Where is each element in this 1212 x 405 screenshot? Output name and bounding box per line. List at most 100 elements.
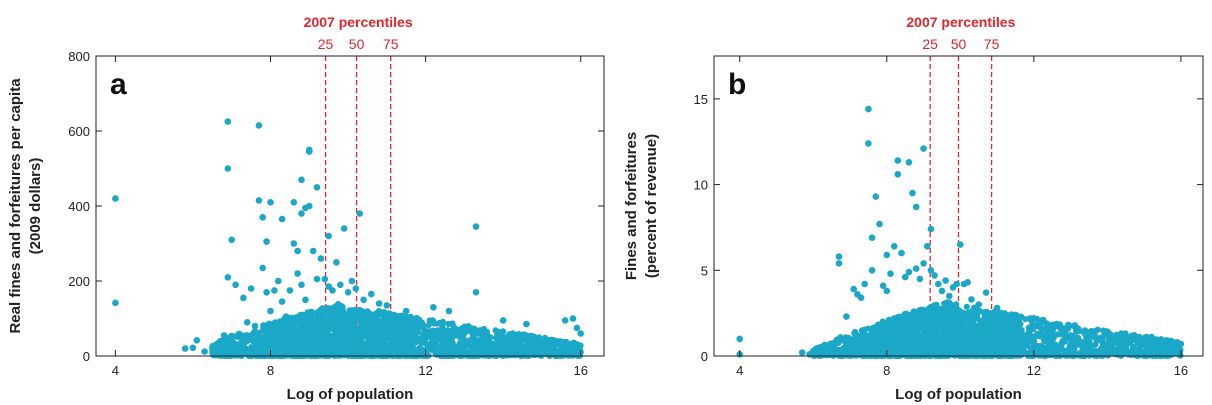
dense-point bbox=[435, 330, 442, 337]
dense-point bbox=[529, 336, 536, 343]
dense-point bbox=[381, 316, 388, 323]
scatter-point bbox=[189, 344, 197, 352]
dense-point bbox=[858, 327, 866, 334]
dense-point bbox=[506, 348, 513, 355]
dense-point bbox=[322, 305, 329, 312]
dense-point bbox=[379, 327, 386, 334]
scatter-point bbox=[255, 122, 263, 129]
dense-point bbox=[476, 346, 483, 353]
y-tick-label: 800 bbox=[68, 49, 90, 64]
dense-point bbox=[525, 341, 532, 348]
dense-point bbox=[439, 319, 446, 327]
dense-point bbox=[330, 342, 337, 349]
scatter-point bbox=[333, 259, 340, 266]
dense-point bbox=[236, 341, 243, 348]
dense-point bbox=[1112, 338, 1119, 345]
dense-point bbox=[932, 311, 939, 318]
dense-point bbox=[436, 345, 443, 352]
dense-point bbox=[451, 326, 458, 333]
panel-a-x-axis-title: Log of population bbox=[287, 386, 414, 403]
scatter-point bbox=[263, 238, 270, 245]
dense-point bbox=[375, 308, 383, 315]
dense-point bbox=[833, 346, 841, 353]
dense-point bbox=[366, 312, 373, 319]
percentile-label-25: 25 bbox=[318, 36, 334, 52]
dense-point bbox=[1092, 341, 1099, 348]
dense-point bbox=[538, 352, 545, 359]
dense-point bbox=[515, 331, 523, 338]
dense-point bbox=[365, 338, 372, 345]
scatter-point bbox=[271, 287, 278, 294]
dense-point bbox=[419, 333, 426, 340]
scatter-point bbox=[329, 287, 336, 294]
dense-point bbox=[963, 303, 970, 310]
dense-point bbox=[249, 330, 257, 337]
dense-point bbox=[1048, 327, 1055, 334]
dense-point bbox=[314, 332, 321, 339]
scatter-point bbox=[267, 199, 274, 206]
dense-point bbox=[500, 340, 507, 347]
dense-point bbox=[449, 320, 456, 327]
dense-point bbox=[346, 341, 353, 349]
scatter-point bbox=[360, 296, 367, 304]
scatter-point bbox=[569, 315, 577, 322]
scatter-point bbox=[220, 332, 228, 339]
dense-point bbox=[418, 323, 425, 330]
dense-point bbox=[1084, 330, 1091, 337]
scatter-point bbox=[348, 277, 356, 285]
scatter-point bbox=[224, 118, 232, 125]
y-tick-label: 200 bbox=[68, 274, 90, 289]
dense-point bbox=[298, 337, 305, 344]
dense-point bbox=[348, 318, 355, 325]
dense-point bbox=[319, 317, 326, 324]
scatter-point bbox=[224, 274, 232, 281]
dense-point bbox=[338, 346, 346, 353]
scatter-point bbox=[430, 304, 437, 311]
dense-point bbox=[285, 326, 293, 333]
dense-point bbox=[260, 340, 268, 347]
dense-point bbox=[351, 335, 358, 342]
percentile-label-50: 50 bbox=[349, 36, 365, 52]
dense-point bbox=[480, 325, 487, 333]
dense-point bbox=[267, 337, 274, 344]
scatter-point bbox=[309, 247, 317, 255]
dense-point bbox=[486, 334, 493, 341]
scatter-point bbox=[402, 307, 410, 315]
dense-point bbox=[418, 339, 425, 346]
dense-point bbox=[210, 351, 217, 359]
dense-point bbox=[292, 321, 299, 328]
dense-point bbox=[459, 325, 466, 332]
dense-point bbox=[1044, 322, 1051, 329]
panel-b-percentile-title: 2007 percentiles bbox=[906, 14, 1015, 30]
x-tick-label: 8 bbox=[267, 363, 274, 378]
dense-point bbox=[390, 330, 397, 337]
dense-point bbox=[276, 341, 284, 348]
dense-point bbox=[321, 327, 328, 334]
dense-point bbox=[437, 352, 444, 359]
dense-point bbox=[409, 350, 416, 357]
dense-point bbox=[511, 351, 518, 358]
dense-point bbox=[243, 338, 250, 345]
scatter-point bbox=[298, 281, 305, 289]
panel-b-y-axis-title-line-1: Fines and forfeitures bbox=[623, 132, 640, 280]
scatter-point bbox=[286, 287, 294, 294]
scatter-point bbox=[306, 148, 313, 155]
dense-point bbox=[357, 315, 364, 322]
scatter-point bbox=[278, 215, 286, 223]
dense-point bbox=[321, 334, 328, 341]
dense-point bbox=[494, 331, 501, 338]
scatter-point bbox=[278, 298, 286, 305]
x-tick-label: 12 bbox=[418, 363, 432, 378]
dense-point bbox=[349, 312, 357, 319]
scatter-point bbox=[561, 317, 569, 324]
scatter-point bbox=[201, 348, 208, 355]
scatter-point bbox=[216, 339, 224, 347]
dense-point bbox=[385, 310, 392, 317]
scatter-point bbox=[232, 281, 239, 289]
dense-point bbox=[562, 344, 569, 352]
dense-point bbox=[238, 347, 245, 354]
dense-point bbox=[341, 328, 348, 335]
panel-a-y-axis-title-line-2: (2009 dollars) bbox=[27, 158, 44, 255]
dense-point bbox=[865, 325, 872, 332]
dense-point bbox=[272, 326, 279, 333]
